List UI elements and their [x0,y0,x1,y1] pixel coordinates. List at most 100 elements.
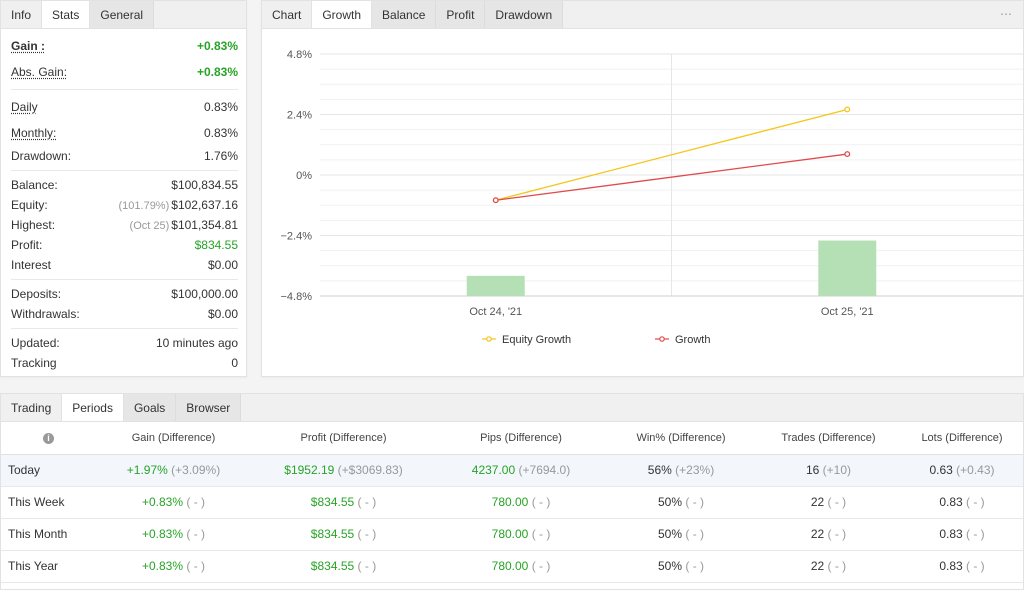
stat-label: Updated: [11,336,60,350]
tab-periods[interactable]: Periods [61,394,124,421]
profit-difference: ( - ) [357,559,377,573]
table-header-row: i Gain (Difference) Profit (Difference) … [1,422,1023,455]
divider [11,89,238,90]
stat-value: 0.83% [203,100,238,114]
table-row: This Month +0.83% ( - ) $834.55 ( - ) 780.0… [1,518,1023,551]
cell-profit: $834.55 ( - ) [251,550,436,583]
stat-daily: Daily 0.83% [11,94,238,120]
stat-value: 0.83% [203,126,238,140]
pips-value: 4237.00 [471,463,516,477]
trades-value: 16 [805,463,820,477]
stat-value: 10 minutes ago [155,336,238,350]
cell-trades: 22 ( - ) [756,486,901,519]
stat-value: $0.00 [207,258,238,272]
stat-updated: Updated: 10 minutes ago [11,333,238,353]
win-value: 50% [657,495,683,509]
tab-browser[interactable]: Browser [176,394,242,421]
stat-gain: Gain : +0.83% [11,33,238,59]
win-difference: ( - ) [685,495,705,509]
cell-win: 50% ( - ) [606,486,756,519]
cell-gain: +1.97% (+3.09%) [96,454,251,487]
growth-chart: 4.8% 2.4% 0% −2.4% −4.8% Oct 24, '21 Oct 25, '… [281,49,1023,346]
stat-value-group: (Oct 25) $101,354.81 [130,218,238,232]
stat-value: $0.00 [207,307,238,321]
trades-value: 22 [810,527,825,541]
tab-general[interactable]: General [90,1,155,28]
stat-deposits: Deposits: $100,000.00 [11,284,238,304]
cell-gain: +0.83% ( - ) [96,550,251,583]
more-options-icon[interactable]: ⋯ [1000,7,1013,21]
stat-tracking: Tracking 0 [11,353,238,373]
info-icon[interactable]: i [43,432,54,444]
stat-label: Highest: [11,218,56,232]
trades-value: 22 [810,559,825,573]
col-gain: Gain (Difference) [96,422,251,455]
table-row: This Week +0.83% ( - ) $834.55 ( - ) 780.00… [1,486,1023,519]
gain-difference: ( - ) [186,527,206,541]
stat-label: Tracking [11,356,57,370]
stat-label: Deposits: [11,287,62,301]
col-pips: Pips (Difference) [436,422,606,455]
lots-difference: ( - ) [966,495,985,509]
x-tick-label: Oct 25, '21 [821,306,874,318]
y-tick-label: 0% [296,170,312,182]
tab-trading[interactable]: Trading [1,394,62,421]
stat-label: Withdrawals: [11,307,80,321]
gain-value: +0.83% [141,527,184,541]
stat-label[interactable]: Daily [11,100,38,114]
stats-list: Gain : +0.83% Abs. Gain: +0.83% Daily 0.… [1,29,246,373]
cell-profit: $834.55 ( - ) [251,486,436,519]
tab-profit[interactable]: Profit [436,1,486,28]
cell-win: 50% ( - ) [606,550,756,583]
tab-balance[interactable]: Balance [372,1,437,28]
divider [11,279,238,280]
pips-value: 780.00 [491,495,529,509]
info-header: i [1,422,96,455]
stat-label: Drawdown: [11,149,72,163]
trades-difference: (+10) [822,463,852,477]
win-difference: ( - ) [685,559,705,573]
stat-interest: Interest $0.00 [11,255,238,275]
stat-label: Interest [11,258,52,272]
pips-difference: ( - ) [531,495,551,509]
profit-difference: ( - ) [357,495,377,509]
tab-goals[interactable]: Goals [123,394,177,421]
divider [11,170,238,171]
stat-label[interactable]: Gain : [11,39,46,53]
stat-label[interactable]: Abs. Gain: [11,65,68,79]
profit-difference: ( - ) [357,527,377,541]
cell-profit: $1952.19 (+$3069.83) [251,454,436,487]
gain-value: +0.83% [141,559,184,573]
profit-value: $834.55 [310,495,355,509]
profit-difference: (+$3069.83) [337,463,403,477]
pips-value: 780.00 [491,559,529,573]
tab-chart[interactable]: Chart [262,1,312,28]
win-difference: (+23%) [675,463,715,477]
lots-value: 0.83 [939,559,963,573]
period-label: This Year [1,550,96,583]
gain-value: +0.83% [141,495,184,509]
win-value: 56% [647,463,672,477]
gain-difference: ( - ) [186,559,206,573]
stat-value: $834.55 [194,238,238,252]
period-label: Today [1,454,96,487]
stat-value: 1.76% [203,149,238,163]
info-panel: Info Stats General Gain : +0.83% Abs. Ga… [0,0,247,377]
trades-difference: ( - ) [827,559,847,573]
trades-difference: ( - ) [827,527,847,541]
bar [466,275,525,296]
stat-label[interactable]: Monthly: [11,126,57,140]
tab-stats[interactable]: Stats [41,1,91,28]
pips-difference: (+7694.0) [518,463,571,477]
trading-tabs: Trading Periods Goals Browser [1,394,1023,422]
stat-balance: Balance: $100,834.55 [11,175,238,195]
cell-pips: 780.00 ( - ) [436,550,606,583]
tab-growth[interactable]: Growth [311,1,373,28]
cell-pips: 4237.00 (+7694.0) [436,454,606,487]
cell-pips: 780.00 ( - ) [436,518,606,551]
cell-trades: 22 ( - ) [756,518,901,551]
tab-info[interactable]: Info [1,1,42,28]
x-tick-label: Oct 24, '21 [469,306,522,318]
stat-label: Equity: [11,198,48,212]
tab-drawdown[interactable]: Drawdown [485,1,564,28]
